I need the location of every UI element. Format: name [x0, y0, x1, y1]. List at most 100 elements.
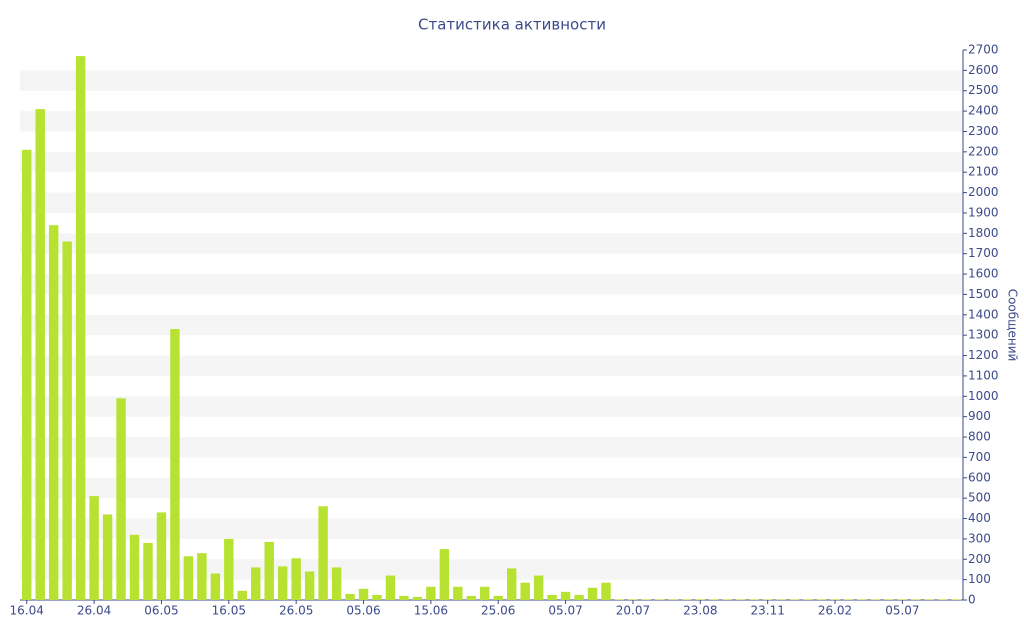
bar [399, 595, 409, 600]
y-tick-label: 2000 [968, 185, 999, 199]
x-tick-label: 05.07 [548, 604, 582, 618]
bar [938, 599, 948, 600]
bar [345, 593, 355, 600]
x-tick-label: 26.02 [818, 604, 852, 618]
y-tick-label: 200 [968, 552, 991, 566]
bar [277, 566, 288, 600]
y-tick-label: 1000 [968, 389, 999, 403]
y-tick-label: 300 [968, 531, 991, 545]
chart-title: Статистика активности [418, 16, 606, 34]
y-tick-label: 2700 [968, 43, 999, 57]
grid-band [20, 355, 963, 376]
y-tick-label: 500 [968, 491, 991, 505]
y-tick-label: 1700 [968, 246, 999, 260]
bar [547, 594, 557, 600]
y-tick-label: 2400 [968, 104, 999, 118]
bar [264, 541, 274, 600]
bar [668, 599, 679, 600]
bar [331, 567, 342, 600]
bar [62, 241, 72, 600]
bar [722, 599, 732, 600]
y-tick-label: 0 [968, 593, 976, 607]
y-tick-label: 600 [968, 470, 991, 484]
y-tick-label: 1400 [968, 307, 999, 321]
y-tick-label: 1200 [968, 348, 999, 362]
bar [318, 506, 328, 600]
bar [951, 599, 961, 600]
bar [48, 225, 59, 600]
bar [870, 599, 881, 600]
bar [884, 599, 894, 600]
bar [89, 496, 99, 600]
bar [304, 571, 315, 600]
x-tick-label: 20.07 [616, 604, 650, 618]
y-tick-label: 100 [968, 572, 991, 586]
bar [493, 595, 503, 600]
bar [776, 599, 786, 600]
y-tick-label: 2500 [968, 83, 999, 97]
x-tick-label: 16.04 [10, 604, 44, 618]
bar [210, 573, 221, 600]
bar [251, 567, 261, 600]
x-tick-label: 06.05 [144, 604, 178, 618]
y-tick-label: 1300 [968, 328, 999, 342]
x-tick-label: 05.07 [885, 604, 919, 618]
y-tick-label: 1900 [968, 205, 999, 219]
bar [35, 109, 45, 601]
bar [641, 599, 652, 600]
bar [520, 582, 530, 600]
bar [170, 329, 180, 600]
x-tick-label: 15.06 [414, 604, 448, 618]
bar [22, 149, 32, 600]
y-tick-label: 2200 [968, 144, 999, 158]
grid-band [20, 233, 963, 254]
y-tick-label: 2600 [968, 63, 999, 77]
bar [506, 568, 517, 600]
y-tick-label: 700 [968, 450, 991, 464]
grid-band [20, 111, 963, 132]
x-tick-label: 23.08 [683, 604, 717, 618]
x-tick-label: 26.05 [279, 604, 313, 618]
bar [156, 512, 167, 600]
bar [843, 599, 854, 600]
x-tick-label: 26.04 [77, 604, 111, 618]
bar [197, 553, 207, 600]
bar [709, 599, 719, 600]
bar [614, 599, 625, 600]
bar [237, 590, 247, 600]
bar [655, 599, 665, 600]
y-axis-label: Сообщений [1006, 289, 1020, 362]
grid-band [20, 396, 963, 417]
bar [628, 599, 638, 600]
bar [762, 599, 773, 600]
y-tick-label: 900 [968, 409, 991, 423]
y-tick-label: 1500 [968, 287, 999, 301]
bar [911, 599, 921, 600]
y-tick-label: 800 [968, 430, 991, 444]
bar [897, 599, 908, 600]
grid-band [20, 518, 963, 539]
x-tick-label: 25.06 [481, 604, 515, 618]
bar [116, 398, 126, 600]
grid-band [20, 437, 963, 458]
bar [574, 594, 584, 600]
bar [183, 556, 194, 600]
bar [857, 599, 867, 600]
bar [533, 575, 544, 600]
bar [224, 538, 234, 600]
bar [601, 582, 611, 600]
bar [75, 56, 86, 601]
x-tick-label: 16.05 [212, 604, 246, 618]
y-tick-label: 2100 [968, 165, 999, 179]
bar [291, 558, 301, 600]
bar [789, 599, 800, 600]
bar [803, 599, 813, 600]
bar [587, 587, 598, 600]
y-tick-label: 1600 [968, 267, 999, 281]
bar [439, 549, 450, 600]
grid-band [20, 477, 963, 499]
bar [749, 599, 759, 600]
bar [426, 586, 436, 600]
bar [830, 599, 840, 600]
